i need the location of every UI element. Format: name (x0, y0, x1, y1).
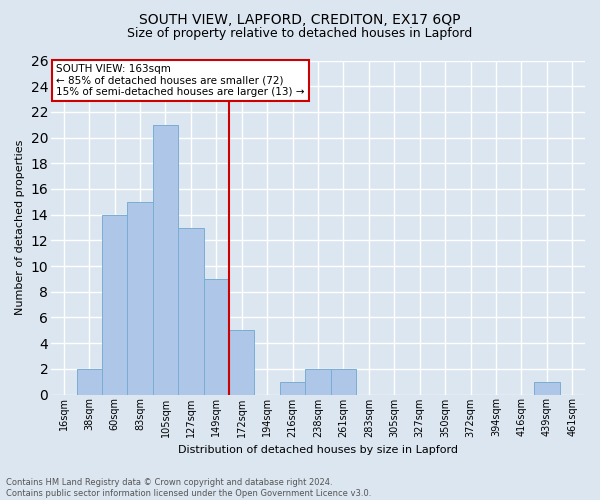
Bar (127, 202, 153, 394)
Bar (153, 124, 178, 394)
Text: SOUTH VIEW: 163sqm
← 85% of detached houses are smaller (72)
15% of semi-detache: SOUTH VIEW: 163sqm ← 85% of detached hou… (56, 64, 305, 97)
Bar (229, 330, 254, 394)
Bar (305, 369, 331, 394)
Text: Size of property relative to detached houses in Lapford: Size of property relative to detached ho… (127, 28, 473, 40)
Bar (331, 369, 356, 394)
Bar (203, 279, 229, 394)
Y-axis label: Number of detached properties: Number of detached properties (15, 140, 25, 315)
Bar (178, 228, 203, 394)
Bar (77, 369, 102, 394)
Text: Contains HM Land Registry data © Crown copyright and database right 2024.
Contai: Contains HM Land Registry data © Crown c… (6, 478, 371, 498)
Bar (534, 382, 560, 394)
Bar (102, 214, 127, 394)
Bar (280, 382, 305, 394)
Text: SOUTH VIEW, LAPFORD, CREDITON, EX17 6QP: SOUTH VIEW, LAPFORD, CREDITON, EX17 6QP (139, 12, 461, 26)
X-axis label: Distribution of detached houses by size in Lapford: Distribution of detached houses by size … (178, 445, 458, 455)
